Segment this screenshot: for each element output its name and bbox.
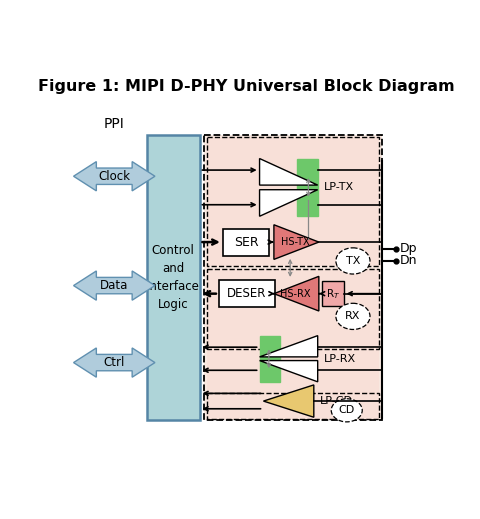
Text: DESER: DESER: [227, 287, 266, 300]
Ellipse shape: [331, 399, 362, 422]
Text: SER: SER: [234, 236, 258, 249]
Bar: [207, 137, 379, 266]
Text: HS-RX: HS-RX: [279, 289, 310, 298]
Bar: [260, 336, 280, 382]
Text: Control
and
Interface
Logic: Control and Interface Logic: [147, 244, 200, 311]
Bar: [207, 392, 379, 419]
Bar: [223, 228, 269, 255]
Text: R$_T$: R$_T$: [326, 287, 340, 301]
Polygon shape: [73, 348, 155, 377]
Text: TX: TX: [346, 256, 360, 266]
Ellipse shape: [336, 248, 370, 274]
Text: PPI: PPI: [104, 117, 125, 131]
Bar: [207, 392, 379, 419]
Polygon shape: [73, 271, 155, 300]
Text: Clock: Clock: [98, 170, 130, 183]
Text: LP-CD: LP-CD: [320, 396, 353, 406]
Bar: [207, 349, 379, 392]
Text: Data: Data: [100, 279, 129, 292]
Bar: [207, 137, 379, 266]
Bar: [204, 135, 383, 420]
Text: CD: CD: [338, 405, 355, 415]
Bar: [219, 280, 275, 307]
Polygon shape: [260, 361, 318, 382]
Ellipse shape: [336, 303, 370, 330]
Text: Dn: Dn: [399, 254, 417, 267]
Bar: [207, 269, 379, 349]
Polygon shape: [260, 158, 318, 185]
Polygon shape: [260, 336, 318, 357]
Bar: [207, 269, 379, 349]
Bar: [322, 281, 344, 306]
Text: Ctrl: Ctrl: [104, 356, 125, 369]
Text: Dp: Dp: [399, 242, 417, 255]
Polygon shape: [260, 190, 318, 216]
Text: HS-TX: HS-TX: [280, 237, 309, 247]
Text: LP-TX: LP-TX: [324, 182, 354, 193]
Text: LP-RX: LP-RX: [324, 354, 356, 364]
Bar: [207, 352, 379, 399]
Bar: [204, 135, 383, 420]
Bar: [297, 158, 318, 216]
Polygon shape: [274, 225, 319, 260]
Polygon shape: [274, 276, 319, 311]
Bar: [147, 135, 200, 420]
Text: RX: RX: [345, 311, 360, 321]
Polygon shape: [73, 161, 155, 191]
Polygon shape: [264, 385, 314, 417]
Text: Figure 1: MIPI D-PHY Universal Block Diagram: Figure 1: MIPI D-PHY Universal Block Dia…: [38, 79, 454, 94]
